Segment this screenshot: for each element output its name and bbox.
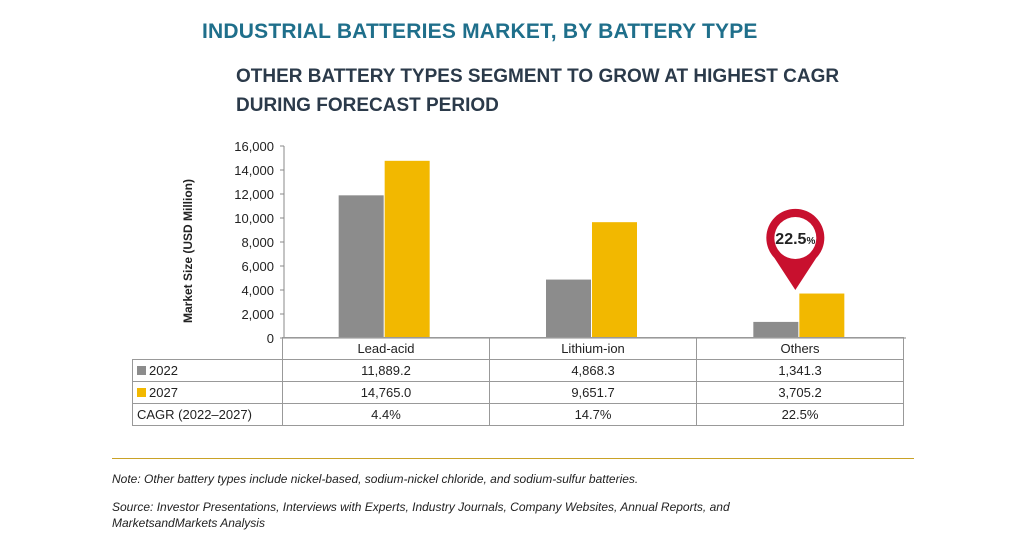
table-cell: 1,341.3	[696, 359, 904, 382]
table-cell: 14,765.0	[282, 381, 490, 404]
legend-label-2022: 2022	[149, 363, 178, 378]
table-corner-cell	[132, 337, 283, 360]
table-cell: 22.5%	[696, 403, 904, 426]
table-header-cell: Lead-acid	[282, 337, 490, 360]
table-cell: 4,868.3	[489, 359, 697, 382]
table-cell: 9,651.7	[489, 381, 697, 404]
y-tick-label: 14,000	[234, 163, 274, 178]
table-cell: 11,889.2	[282, 359, 490, 382]
legend-swatch-2022	[137, 366, 146, 375]
y-tick-label: 2,000	[241, 307, 274, 322]
row-header-2022: 2022	[132, 359, 283, 382]
table-cell: 14.7%	[489, 403, 697, 426]
y-tick-label: 16,000	[234, 139, 274, 154]
y-tick-label: 10,000	[234, 211, 274, 226]
table-header-row: Lead-acid Lithium-ion Others	[132, 337, 904, 360]
footer-divider	[112, 458, 914, 459]
y-tick-label: 6,000	[241, 259, 274, 274]
bar-2027-others	[799, 293, 845, 338]
table-header-cell: Others	[696, 337, 904, 360]
y-tick-label: 4,000	[241, 283, 274, 298]
table-header-cell: Lithium-ion	[489, 337, 697, 360]
legend-label-2027: 2027	[149, 385, 178, 400]
y-tick-label: 12,000	[234, 187, 274, 202]
footnote: Note: Other battery types include nickel…	[112, 472, 639, 486]
bar-2027-lithium-ion	[592, 222, 637, 338]
chart-title: INDUSTRIAL BATTERIES MARKET, BY BATTERY …	[202, 20, 758, 43]
row-header-cagr: CAGR (2022–2027)	[132, 403, 283, 426]
cagr-pin-inner-circle	[774, 217, 817, 259]
cagr-badge-value: 22.5%	[775, 231, 815, 248]
table-row-2027: 2027 14,765.0 9,651.7 3,705.2	[132, 381, 904, 404]
table-row-2022: 2022 11,889.2 4,868.3 1,341.3	[132, 359, 904, 382]
table-cell: 4.4%	[282, 403, 490, 426]
data-table: Lead-acid Lithium-ion Others 2022 11,889…	[132, 337, 904, 426]
bar-2022-others	[753, 321, 799, 338]
table-cell: 3,705.2	[696, 381, 904, 404]
chart-subtitle: OTHER BATTERY TYPES SEGMENT TO GROW AT H…	[236, 66, 840, 116]
bar-2022-lead-acid	[338, 195, 384, 338]
row-header-2027: 2027	[132, 381, 283, 404]
bar-2022-lithium-ion	[546, 279, 591, 338]
table-row-cagr: CAGR (2022–2027) 4.4% 14.7% 22.5%	[132, 403, 904, 426]
bar-2027-lead-acid	[384, 160, 430, 338]
legend-swatch-2027	[137, 388, 146, 397]
source-note: Source: Investor Presentations, Intervie…	[112, 500, 730, 530]
y-tick-label: 8,000	[241, 235, 274, 250]
